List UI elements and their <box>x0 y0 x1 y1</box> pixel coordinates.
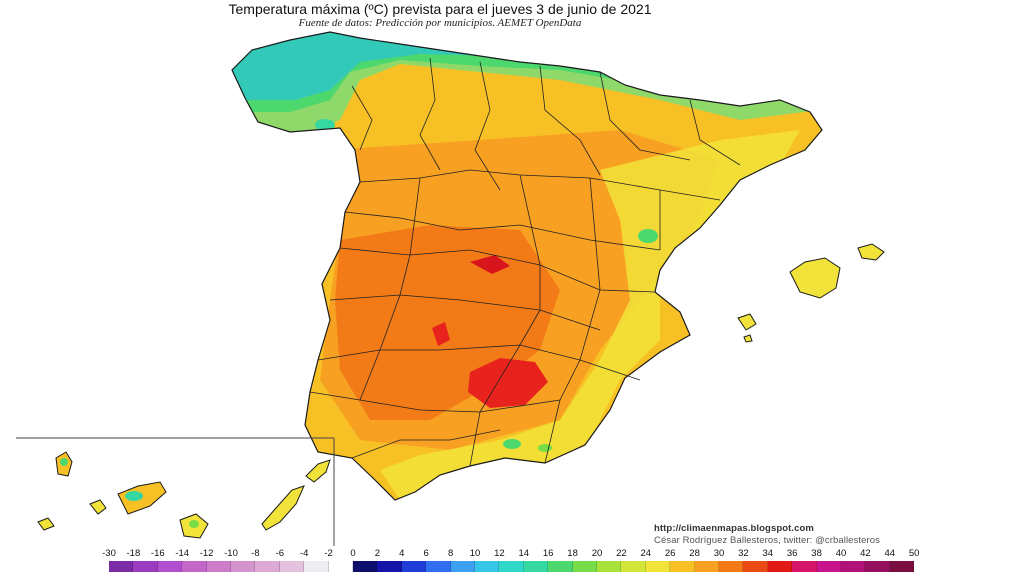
legend-swatch <box>865 561 890 572</box>
legend-tick-label: -30 <box>102 548 116 559</box>
map-subtitle: Fuente de datos: Predicción por municipi… <box>298 17 582 29</box>
legend-tick-label: -18 <box>126 548 141 559</box>
legend-swatch <box>889 561 915 572</box>
legend-swatch <box>523 561 549 572</box>
legend-swatch <box>816 561 841 572</box>
legend-swatch <box>645 561 671 572</box>
legend-tick-label: 32 <box>738 548 749 559</box>
legend-tick-label: -4 <box>299 548 309 559</box>
legend-tick-label: 38 <box>811 548 822 559</box>
spain-mainland <box>232 32 822 500</box>
legend-tick-label: -10 <box>224 548 238 559</box>
legend-tick-label: 40 <box>835 548 847 559</box>
legend-tick-label: 14 <box>518 548 530 559</box>
legend-swatch <box>572 561 597 572</box>
legend-tick-label: -14 <box>175 548 190 559</box>
legend-tick-label: 18 <box>567 548 578 559</box>
legend-tick-label: 28 <box>689 548 700 559</box>
balearic-islands <box>737 243 885 343</box>
legend-tick-label: -8 <box>251 548 260 559</box>
legend-swatch <box>426 561 451 572</box>
legend-swatch <box>450 561 475 572</box>
legend-swatch <box>255 561 280 572</box>
temperature-legend: -30 -18 -16 -14 -12 -10 -8 -6 -4 -2 0 2 4 6 8 10 12 14 16 1… <box>95 548 921 574</box>
legend-swatch <box>499 561 524 572</box>
legend-swatch <box>792 561 817 572</box>
legend-swatch <box>841 561 866 572</box>
legend-swatch <box>353 561 378 572</box>
legend-tick-label: 30 <box>713 548 725 559</box>
legend-swatch <box>109 561 134 572</box>
legend-swatch <box>206 561 231 572</box>
legend-swatch <box>597 561 622 572</box>
legend-swatch <box>670 561 695 572</box>
legend-tick-label: 16 <box>542 548 554 559</box>
legend-swatch <box>767 561 793 572</box>
legend-tick-label: -2 <box>324 548 333 559</box>
legend-swatch <box>719 561 744 572</box>
legend-swatch <box>231 561 256 572</box>
legend-swatch <box>377 561 402 572</box>
legend-tick-label: -12 <box>199 548 214 559</box>
credit-author: César Rodríguez Ballesteros, twitter: @c… <box>654 535 881 546</box>
legend-tick-label: 2 <box>374 548 381 559</box>
canary-islands <box>37 451 331 539</box>
legend-tick-label: 44 <box>884 548 896 559</box>
legend-tick-label: 8 <box>447 548 454 559</box>
legend-tick-label: -16 <box>150 548 165 559</box>
province-borders <box>309 57 741 467</box>
legend-swatch <box>157 561 183 572</box>
legend-swatch <box>621 561 646 572</box>
legend-swatch <box>279 561 305 572</box>
canary-inset-frame <box>16 437 335 546</box>
legend-tick-label: 24 <box>640 548 652 559</box>
credit-url[interactable]: http://climaenmapas.blogspot.com <box>654 523 814 534</box>
legend-tick-label: 26 <box>664 548 676 559</box>
legend-tick-label: 50 <box>908 548 920 559</box>
legend-tick-label: 20 <box>591 548 603 559</box>
legend-tick-label: 34 <box>762 548 774 559</box>
map-title: Temperatura máxima (ºC) prevista para el… <box>228 1 652 17</box>
legend-swatch <box>133 561 158 572</box>
legend-swatch <box>548 561 573 572</box>
legend-swatch <box>694 561 719 572</box>
legend-tick-label: 0 <box>350 548 356 559</box>
legend-tick-label: 22 <box>616 548 627 559</box>
legend-tick-label: 36 <box>786 548 798 559</box>
legend-tick-label: 6 <box>423 548 429 559</box>
legend-swatch <box>304 561 329 572</box>
legend-swatch <box>475 561 500 572</box>
legend-swatch <box>328 561 353 572</box>
legend-tick-label: -6 <box>275 548 285 559</box>
legend-swatch <box>182 561 207 572</box>
legend-swatch <box>401 561 427 572</box>
legend-tick-label: 10 <box>469 548 481 559</box>
legend-tick-label: 12 <box>494 548 505 559</box>
legend-swatch <box>743 561 768 572</box>
legend-tick-label: 4 <box>399 548 405 559</box>
legend-tick-label: 42 <box>860 548 871 559</box>
